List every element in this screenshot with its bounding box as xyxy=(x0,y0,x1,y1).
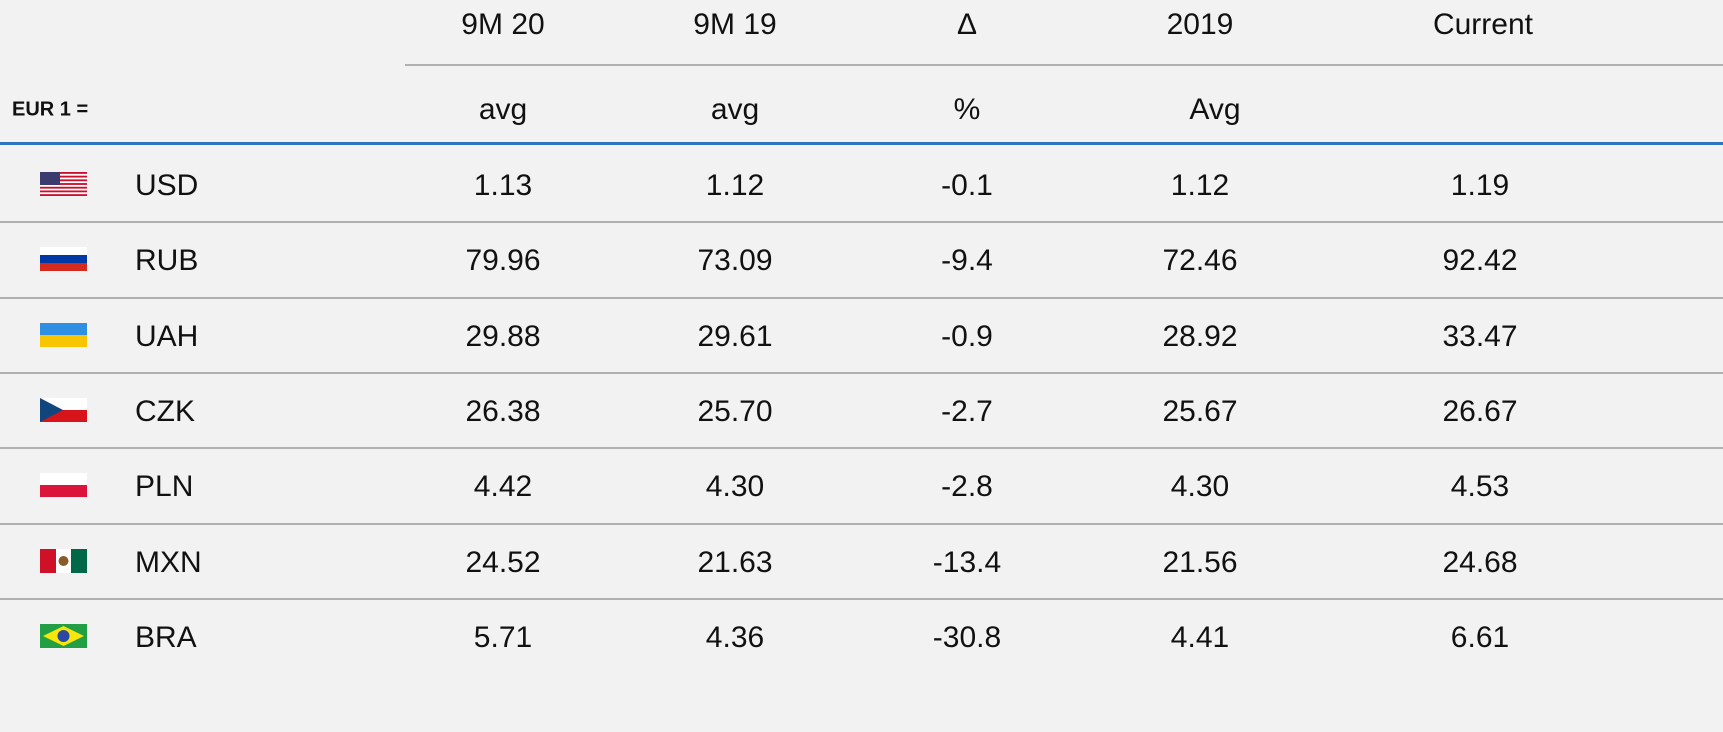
cell-value: -13.4 xyxy=(932,545,1002,579)
cell-value: -2.8 xyxy=(941,470,993,504)
cell-value: 4.30 xyxy=(1170,470,1230,504)
flag-icon xyxy=(40,623,87,648)
row-divider xyxy=(0,296,1723,299)
cell-value: 1.12 xyxy=(1170,169,1230,202)
flag-icon xyxy=(40,473,87,498)
cell-value: 33.47 xyxy=(1442,319,1518,353)
cell-value: 24.68 xyxy=(1442,545,1518,579)
cell-value: 26.38 xyxy=(465,394,541,428)
row-divider xyxy=(0,522,1723,525)
flag-icon xyxy=(40,548,87,573)
column-header: 9M 19 xyxy=(693,8,777,41)
cell-value: 25.70 xyxy=(697,394,773,428)
cell-value: 4.41 xyxy=(1170,620,1230,654)
cell-value: 79.96 xyxy=(465,244,541,278)
cell-value: 21.63 xyxy=(697,545,773,579)
column-subheader: % xyxy=(953,93,981,126)
column-header: Δ xyxy=(956,8,978,41)
header-rule xyxy=(0,142,1723,145)
cell-value: 6.61 xyxy=(1450,620,1510,654)
cell-value: 28.92 xyxy=(1162,319,1238,353)
currency-code: USD xyxy=(135,169,199,202)
currency-code: MXN xyxy=(135,545,202,579)
currency-code: UAH xyxy=(135,319,199,353)
currency-code: CZK xyxy=(135,394,195,428)
flag-icon xyxy=(40,322,87,347)
cell-value: -2.7 xyxy=(941,394,993,428)
cell-value: 26.67 xyxy=(1442,394,1518,428)
row-divider xyxy=(0,597,1723,600)
row-divider xyxy=(0,371,1723,374)
cell-value: 4.36 xyxy=(705,620,765,654)
column-subheader: avg xyxy=(478,93,528,126)
header-divider xyxy=(405,64,1723,66)
cell-value: -0.1 xyxy=(941,169,993,202)
cell-value: 21.56 xyxy=(1162,545,1238,579)
cell-value: 73.09 xyxy=(697,244,773,278)
row-divider xyxy=(0,447,1723,450)
currency-code: RUB xyxy=(135,244,199,278)
column-subheader: Avg xyxy=(1189,93,1241,126)
currency-code: PLN xyxy=(135,470,194,504)
cell-value: 1.13 xyxy=(473,169,533,202)
cell-value: 5.71 xyxy=(473,620,533,654)
currency-code: BRA xyxy=(135,620,197,654)
cell-value: 4.42 xyxy=(473,470,533,504)
flag-icon xyxy=(40,172,87,196)
flag-icon xyxy=(40,397,87,422)
cell-value: 29.61 xyxy=(697,319,773,353)
cell-value: 25.67 xyxy=(1162,394,1238,428)
cell-value: -0.9 xyxy=(941,319,993,353)
cell-value: 92.42 xyxy=(1442,244,1518,278)
cell-value: 24.52 xyxy=(465,545,541,579)
cell-value: 4.30 xyxy=(705,470,765,504)
column-header: Current xyxy=(1432,8,1533,41)
column-subheader: avg xyxy=(710,93,760,126)
cell-value: 29.88 xyxy=(465,319,541,353)
row-header-label: EUR 1 = xyxy=(12,98,89,121)
row-divider xyxy=(0,221,1723,224)
cell-value: 1.12 xyxy=(705,169,765,202)
cell-value: 72.46 xyxy=(1162,244,1238,278)
cell-value: -9.4 xyxy=(941,244,993,278)
column-header: 9M 20 xyxy=(461,8,545,41)
cell-value: -30.8 xyxy=(932,620,1002,654)
flag-icon xyxy=(40,247,87,272)
column-header: 2019 xyxy=(1166,8,1234,41)
cell-value: 4.53 xyxy=(1450,470,1510,504)
cell-value: 1.19 xyxy=(1450,169,1510,202)
